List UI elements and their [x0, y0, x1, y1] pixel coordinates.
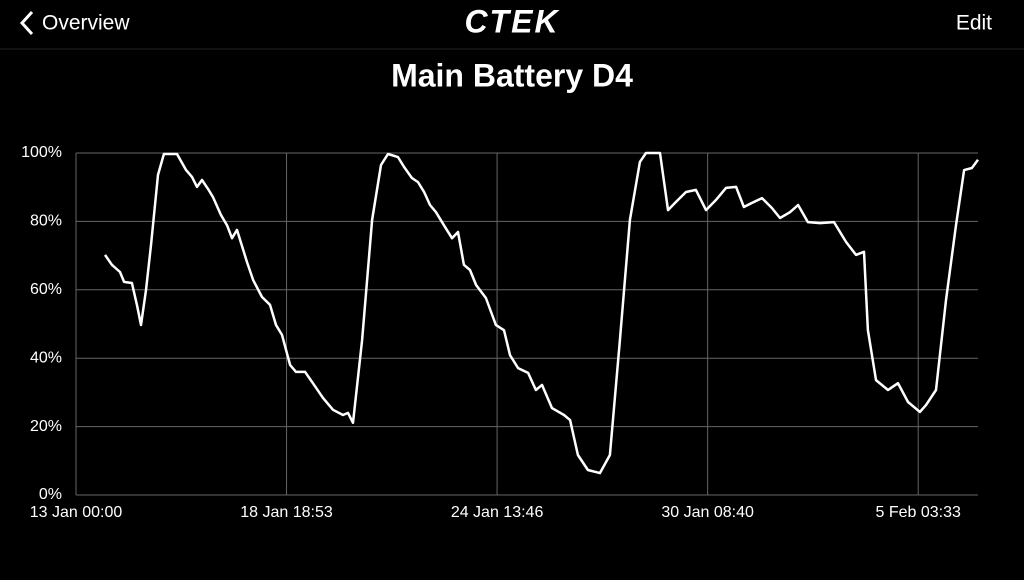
edit-button[interactable]: Edit — [956, 12, 992, 35]
x-tick-label: 24 Jan 13:46 — [451, 504, 544, 521]
logo: CTEK — [464, 3, 560, 39]
y-tick-label: 100% — [21, 144, 62, 161]
x-tick-label: 13 Jan 00:00 — [30, 504, 123, 521]
y-tick-label: 60% — [30, 281, 62, 298]
battery-line — [103, 151, 980, 475]
y-tick-label: 80% — [30, 213, 62, 230]
back-button[interactable]: Overview — [19, 10, 130, 36]
y-tick-label: 40% — [30, 349, 62, 366]
x-tick-label: 30 Jan 08:40 — [661, 504, 754, 521]
back-chevron — [19, 10, 34, 36]
x-tick-label: 5 Feb 03:33 — [875, 504, 961, 521]
back-label[interactable]: Overview — [42, 12, 130, 35]
chart-title: Main Battery D4 — [391, 57, 633, 93]
y-tick-label: 20% — [30, 418, 62, 435]
x-tick-label: 18 Jan 18:53 — [240, 504, 333, 521]
y-tick-label: 0% — [39, 486, 62, 503]
